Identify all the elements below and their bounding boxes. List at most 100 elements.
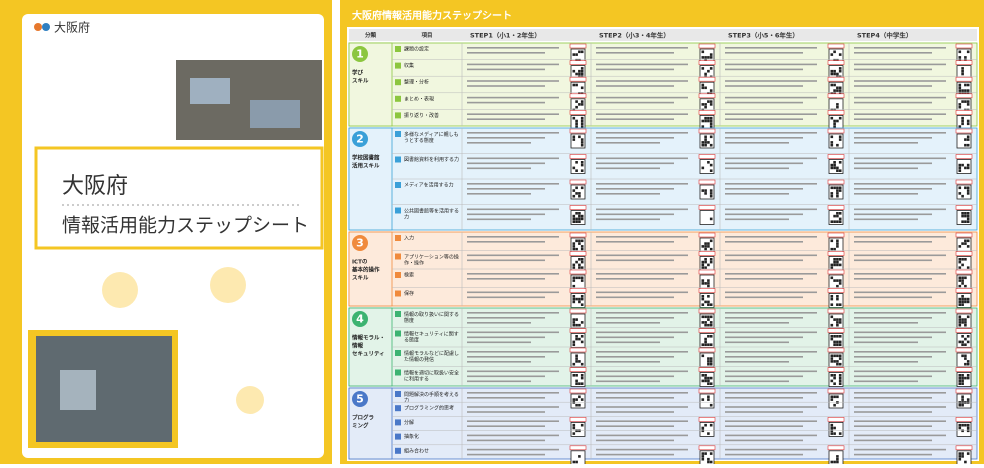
qr-module [575, 374, 578, 377]
qr-module [964, 92, 967, 95]
cell-text [596, 453, 674, 456]
qr-module [958, 376, 962, 380]
qr-module [709, 303, 713, 306]
qr-module [580, 423, 584, 427]
cell-text [725, 47, 817, 49]
qr-module [704, 138, 707, 141]
qr-module [572, 220, 576, 223]
header-row [349, 29, 977, 41]
qr-module [578, 263, 581, 267]
cell-text [854, 291, 946, 294]
qr-module [836, 212, 839, 215]
qr-label [955, 445, 973, 451]
qr-module [961, 100, 964, 103]
qr-label [827, 251, 845, 256]
qr-label [569, 43, 587, 49]
cell-text [854, 162, 932, 165]
qr-module [966, 163, 970, 167]
qr-module [961, 376, 964, 380]
cell-text [854, 188, 932, 190]
cell-text [725, 188, 803, 190]
qr-module [580, 214, 584, 218]
qr-module [838, 279, 842, 282]
cell-text [854, 157, 946, 160]
cell-text [467, 47, 559, 49]
qr-module [709, 192, 713, 195]
qr-module [964, 318, 967, 321]
qr-module [572, 247, 576, 251]
qr-module [958, 403, 962, 407]
qr-module [964, 220, 967, 223]
cell-text [854, 296, 932, 299]
cell-text [596, 411, 674, 413]
qr-module [572, 374, 576, 377]
qr-module [701, 315, 705, 319]
cell-text [725, 322, 789, 324]
qr-module [701, 141, 705, 144]
qr-module [966, 297, 970, 301]
qr-module [833, 258, 836, 261]
qr-module [836, 72, 839, 76]
qr-module [833, 58, 836, 62]
qr-module [709, 460, 713, 464]
qr-module [578, 194, 581, 198]
qr-module [961, 258, 964, 261]
cell-text [854, 448, 946, 451]
qr-module [833, 161, 836, 164]
qr-module [961, 354, 964, 358]
qr-module [838, 303, 842, 306]
qr-module [575, 122, 578, 126]
qr-module [572, 323, 576, 327]
column-header: 分類 [365, 31, 377, 39]
qr-module [709, 189, 713, 192]
qr-module [701, 260, 705, 264]
cell-text [467, 80, 559, 82]
cell-text [854, 142, 918, 144]
qr-module [838, 321, 842, 324]
item-label: プログラミング的思考 [404, 405, 454, 412]
cell-text [854, 341, 918, 344]
qr-module [836, 86, 839, 90]
cell-text [854, 411, 932, 413]
qr-module [838, 53, 842, 56]
qr-module [961, 395, 964, 399]
qr-module [838, 374, 842, 377]
photo-detail [250, 100, 300, 128]
qr-module [709, 217, 713, 221]
cell-text [725, 448, 817, 451]
cell-text [854, 137, 932, 139]
qr-module [709, 258, 713, 261]
cell-text [725, 291, 817, 294]
qr-module [709, 56, 713, 59]
qr-module [964, 143, 967, 147]
qr-label [955, 232, 973, 238]
qr-label [569, 308, 587, 314]
cell-text [854, 47, 946, 49]
qr-module [836, 260, 839, 264]
qr-label [827, 43, 845, 49]
qr-module [836, 166, 839, 170]
qr-module [580, 92, 584, 95]
qr-module [833, 50, 836, 54]
qr-module [709, 103, 713, 106]
cell-text [854, 453, 932, 456]
qr-module [836, 395, 839, 399]
cell-text [725, 241, 803, 243]
qr-module [572, 266, 576, 269]
qr-label [698, 388, 716, 394]
qr-module [701, 50, 705, 54]
qr-module [838, 432, 842, 435]
item-label: 組み合わせ [404, 447, 429, 454]
cell-text [854, 425, 932, 427]
qr-label [569, 367, 587, 372]
qr-module [964, 258, 967, 261]
qr-module [830, 426, 834, 430]
qr-module [833, 247, 836, 251]
cell-text [854, 278, 932, 280]
qr-module [701, 125, 705, 128]
cell-text [725, 273, 817, 275]
qr-module [958, 374, 962, 377]
qr-module [830, 166, 834, 170]
qr-module [575, 169, 578, 172]
qr-module [707, 362, 710, 366]
